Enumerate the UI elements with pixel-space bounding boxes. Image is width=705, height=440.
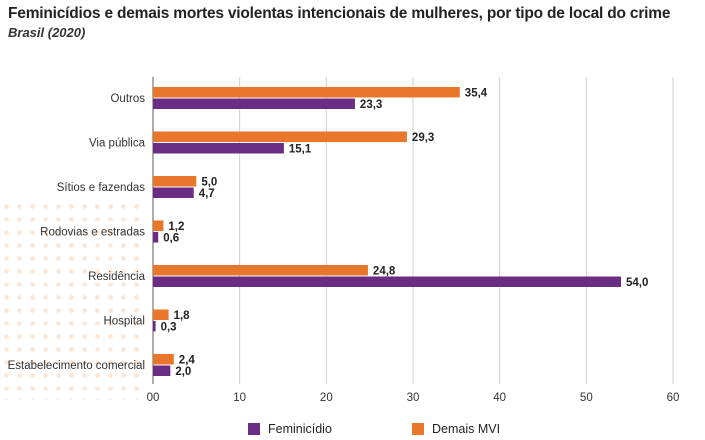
x-tick-label-50: 50	[580, 392, 593, 404]
legend-label-feminicidio: Feminicídio	[268, 422, 332, 436]
bar-feminicidio-residencia	[153, 276, 621, 287]
legend-swatch-demais-mvi	[412, 423, 424, 435]
bar-demais-mvi-hospital	[153, 309, 169, 320]
data-label-demais-mvi-outros: 35,4	[465, 87, 488, 99]
category-label-estabelecimento-comercial: Estabelecimento comercial	[8, 360, 145, 372]
legend-swatch-feminicidio	[248, 423, 260, 435]
bar-demais-mvi-residencia	[153, 265, 368, 276]
data-label-demais-mvi-residencia: 24,8	[373, 265, 396, 277]
data-label-feminicidio-outros: 23,3	[360, 99, 382, 111]
chart-subtitle: Brasil (2020)	[8, 25, 86, 40]
legend-item-feminicidio: Feminicídio	[248, 422, 332, 436]
data-label-demais-mvi-hospital: 1,8	[174, 310, 191, 322]
data-label-demais-mvi-estabelecimento-comercial: 2,4	[179, 354, 196, 366]
data-label-feminicidio-rodovias-e-estradas: 0,6	[163, 232, 179, 244]
bar-demais-mvi-estabelecimento-comercial	[153, 354, 174, 365]
x-tick-label-10: 10	[233, 392, 246, 404]
bar-demais-mvi-sitios-e-fazendas	[153, 176, 197, 187]
data-label-demais-mvi-via-publica: 29,3	[412, 132, 434, 144]
data-label-feminicidio-residencia: 54,0	[626, 277, 648, 289]
x-tick-label-20: 20	[320, 392, 333, 404]
data-label-feminicidio-estabelecimento-comercial: 2,0	[175, 366, 191, 378]
data-label-feminicidio-sitios-e-fazendas: 4,7	[199, 188, 215, 200]
x-tick-label-60: 60	[667, 392, 680, 404]
decorative-dots	[0, 200, 140, 400]
data-label-demais-mvi-rodovias-e-estradas: 1,2	[168, 221, 184, 233]
bar-feminicidio-hospital	[153, 321, 156, 332]
bar-feminicidio-outros	[153, 98, 355, 109]
data-label-feminicidio-hospital: 0,3	[161, 321, 177, 333]
x-tick-label-30: 30	[407, 392, 420, 404]
category-label-via-publica: Via pública	[89, 138, 146, 150]
bar-demais-mvi-rodovias-e-estradas	[153, 220, 164, 231]
legend-label-demais-mvi: Demais MVI	[432, 422, 501, 436]
category-label-outros: Outros	[110, 93, 145, 105]
bar-feminicidio-sitios-e-fazendas	[153, 187, 194, 198]
category-label-rodovias-e-estradas: Rodovias e estradas	[40, 227, 145, 239]
category-label-hospital: Hospital	[103, 316, 145, 328]
bar-feminicidio-via-publica	[153, 143, 284, 154]
bar-demais-mvi-outros	[153, 87, 460, 98]
bar-feminicidio-rodovias-e-estradas	[153, 232, 159, 243]
x-tick-label-0: 00	[147, 392, 160, 404]
x-tick-label-40: 40	[493, 392, 506, 404]
category-label-sitios-e-fazendas: Sítios e fazendas	[57, 182, 145, 194]
bar-chart: 00 10 20 30 40 50 60 Outros 35,4 23,3 Via pública 2…	[8, 77, 680, 404]
chart-title: Feminicídios e demais mortes violentas i…	[8, 5, 671, 22]
data-label-demais-mvi-sitios-e-fazendas: 5,0	[201, 176, 217, 188]
category-label-residencia: Residência	[88, 271, 145, 283]
bar-feminicidio-estabelecimento-comercial	[153, 365, 171, 376]
data-label-feminicidio-via-publica: 15,1	[289, 143, 312, 155]
legend-item-demais-mvi: Demais MVI	[412, 422, 500, 436]
bar-demais-mvi-via-publica	[153, 131, 407, 142]
